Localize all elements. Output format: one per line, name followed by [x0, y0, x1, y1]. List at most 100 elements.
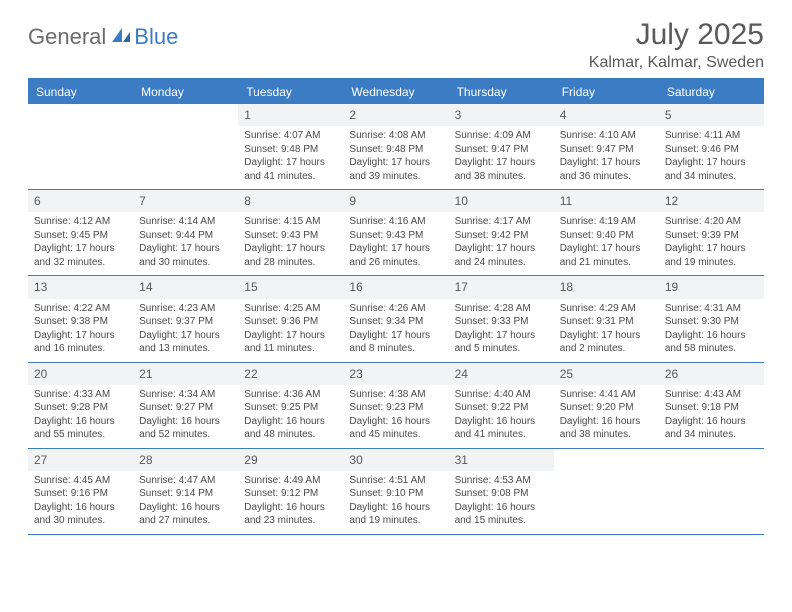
- day-number: 18: [554, 276, 659, 298]
- sunset-text: Sunset: 9:08 PM: [455, 487, 548, 501]
- day-cell: 21Sunrise: 4:34 AMSunset: 9:27 PMDayligh…: [133, 363, 238, 448]
- sunrise-text: Sunrise: 4:25 AM: [244, 302, 337, 316]
- day-cell: 27Sunrise: 4:45 AMSunset: 9:16 PMDayligh…: [28, 449, 133, 534]
- daylight-text: Daylight: 16 hours and 15 minutes.: [455, 501, 548, 528]
- day-cell: 24Sunrise: 4:40 AMSunset: 9:22 PMDayligh…: [449, 363, 554, 448]
- sunset-text: Sunset: 9:12 PM: [244, 487, 337, 501]
- daylight-text: Daylight: 17 hours and 2 minutes.: [560, 329, 653, 356]
- sunrise-text: Sunrise: 4:34 AM: [139, 388, 232, 402]
- sunset-text: Sunset: 9:47 PM: [560, 143, 653, 157]
- sunset-text: Sunset: 9:39 PM: [665, 229, 758, 243]
- day-number: 6: [28, 190, 133, 212]
- sunrise-text: Sunrise: 4:10 AM: [560, 129, 653, 143]
- sunrise-text: Sunrise: 4:47 AM: [139, 474, 232, 488]
- day-cell: 15Sunrise: 4:25 AMSunset: 9:36 PMDayligh…: [238, 276, 343, 361]
- calendar-grid: Sunday Monday Tuesday Wednesday Thursday…: [28, 80, 764, 535]
- sunset-text: Sunset: 9:43 PM: [349, 229, 442, 243]
- sunset-text: Sunset: 9:46 PM: [665, 143, 758, 157]
- daylight-text: Daylight: 17 hours and 11 minutes.: [244, 329, 337, 356]
- day-cell: 1Sunrise: 4:07 AMSunset: 9:48 PMDaylight…: [238, 104, 343, 189]
- day-cell: 10Sunrise: 4:17 AMSunset: 9:42 PMDayligh…: [449, 190, 554, 275]
- day-cell: 6Sunrise: 4:12 AMSunset: 9:45 PMDaylight…: [28, 190, 133, 275]
- day-number: 2: [343, 104, 448, 126]
- day-number: 28: [133, 449, 238, 471]
- day-cell: 18Sunrise: 4:29 AMSunset: 9:31 PMDayligh…: [554, 276, 659, 361]
- sunrise-text: Sunrise: 4:14 AM: [139, 215, 232, 229]
- day-cell: 31Sunrise: 4:53 AMSunset: 9:08 PMDayligh…: [449, 449, 554, 534]
- daylight-text: Daylight: 16 hours and 19 minutes.: [349, 501, 442, 528]
- day-cell: 30Sunrise: 4:51 AMSunset: 9:10 PMDayligh…: [343, 449, 448, 534]
- week-row: 20Sunrise: 4:33 AMSunset: 9:28 PMDayligh…: [28, 363, 764, 449]
- sunrise-text: Sunrise: 4:51 AM: [349, 474, 442, 488]
- day-cell: 17Sunrise: 4:28 AMSunset: 9:33 PMDayligh…: [449, 276, 554, 361]
- sunset-text: Sunset: 9:14 PM: [139, 487, 232, 501]
- daylight-text: Daylight: 17 hours and 26 minutes.: [349, 242, 442, 269]
- sunset-text: Sunset: 9:34 PM: [349, 315, 442, 329]
- calendar-page: General Blue July 2025 Kalmar, Kalmar, S…: [0, 0, 792, 545]
- day-number: 26: [659, 363, 764, 385]
- sunrise-text: Sunrise: 4:45 AM: [34, 474, 127, 488]
- day-cell: 4Sunrise: 4:10 AMSunset: 9:47 PMDaylight…: [554, 104, 659, 189]
- day-number: 31: [449, 449, 554, 471]
- daylight-text: Daylight: 17 hours and 16 minutes.: [34, 329, 127, 356]
- sunset-text: Sunset: 9:38 PM: [34, 315, 127, 329]
- weekday-tue: Tuesday: [238, 80, 343, 104]
- day-number: 12: [659, 190, 764, 212]
- sunrise-text: Sunrise: 4:26 AM: [349, 302, 442, 316]
- day-number: 11: [554, 190, 659, 212]
- sunset-text: Sunset: 9:48 PM: [349, 143, 442, 157]
- daylight-text: Daylight: 16 hours and 27 minutes.: [139, 501, 232, 528]
- day-cell: 16Sunrise: 4:26 AMSunset: 9:34 PMDayligh…: [343, 276, 448, 361]
- sail-icon: [110, 26, 132, 49]
- daylight-text: Daylight: 17 hours and 30 minutes.: [139, 242, 232, 269]
- day-number: 4: [554, 104, 659, 126]
- weekday-thu: Thursday: [449, 80, 554, 104]
- daylight-text: Daylight: 17 hours and 24 minutes.: [455, 242, 548, 269]
- daylight-text: Daylight: 17 hours and 13 minutes.: [139, 329, 232, 356]
- day-cell: 8Sunrise: 4:15 AMSunset: 9:43 PMDaylight…: [238, 190, 343, 275]
- sunrise-text: Sunrise: 4:28 AM: [455, 302, 548, 316]
- day-cell: [554, 449, 659, 534]
- weeks-container: 1Sunrise: 4:07 AMSunset: 9:48 PMDaylight…: [28, 104, 764, 535]
- day-number: 19: [659, 276, 764, 298]
- daylight-text: Daylight: 16 hours and 38 minutes.: [560, 415, 653, 442]
- sunrise-text: Sunrise: 4:15 AM: [244, 215, 337, 229]
- day-number: 1: [238, 104, 343, 126]
- sunrise-text: Sunrise: 4:08 AM: [349, 129, 442, 143]
- day-cell: 9 Sunrise: 4:16 AMSunset: 9:43 PMDaylight…: [343, 190, 448, 275]
- sunset-text: Sunset: 9:18 PM: [665, 401, 758, 415]
- day-cell: 22Sunrise: 4:36 AMSunset: 9:25 PMDayligh…: [238, 363, 343, 448]
- day-cell: 23Sunrise: 4:38 AMSunset: 9:23 PMDayligh…: [343, 363, 448, 448]
- sunrise-text: Sunrise: 4:38 AM: [349, 388, 442, 402]
- day-number: 20: [28, 363, 133, 385]
- daylight-text: Daylight: 17 hours and 19 minutes.: [665, 242, 758, 269]
- day-number: 13: [28, 276, 133, 298]
- weekday-wed: Wednesday: [343, 80, 448, 104]
- sunrise-text: Sunrise: 4:16 AM: [349, 215, 442, 229]
- day-number: 3: [449, 104, 554, 126]
- day-cell: 2Sunrise: 4:08 AMSunset: 9:48 PMDaylight…: [343, 104, 448, 189]
- sunrise-text: Sunrise: 4:29 AM: [560, 302, 653, 316]
- sunset-text: Sunset: 9:47 PM: [455, 143, 548, 157]
- day-cell: 3Sunrise: 4:09 AMSunset: 9:47 PMDaylight…: [449, 104, 554, 189]
- week-row: 27Sunrise: 4:45 AMSunset: 9:16 PMDayligh…: [28, 449, 764, 535]
- sunrise-text: Sunrise: 4:11 AM: [665, 129, 758, 143]
- week-row: 6Sunrise: 4:12 AMSunset: 9:45 PMDaylight…: [28, 190, 764, 276]
- sunrise-text: Sunrise: 4:43 AM: [665, 388, 758, 402]
- sunrise-text: Sunrise: 4:36 AM: [244, 388, 337, 402]
- daylight-text: Daylight: 17 hours and 38 minutes.: [455, 156, 548, 183]
- day-number: 16: [343, 276, 448, 298]
- day-cell: 14Sunrise: 4:23 AMSunset: 9:37 PMDayligh…: [133, 276, 238, 361]
- day-cell: 12Sunrise: 4:20 AMSunset: 9:39 PMDayligh…: [659, 190, 764, 275]
- day-cell: 20Sunrise: 4:33 AMSunset: 9:28 PMDayligh…: [28, 363, 133, 448]
- day-cell: 25Sunrise: 4:41 AMSunset: 9:20 PMDayligh…: [554, 363, 659, 448]
- sunset-text: Sunset: 9:33 PM: [455, 315, 548, 329]
- day-cell: 29Sunrise: 4:49 AMSunset: 9:12 PMDayligh…: [238, 449, 343, 534]
- daylight-text: Daylight: 17 hours and 21 minutes.: [560, 242, 653, 269]
- sunset-text: Sunset: 9:37 PM: [139, 315, 232, 329]
- weekday-fri: Friday: [554, 80, 659, 104]
- month-title: July 2025: [589, 18, 764, 52]
- sunset-text: Sunset: 9:23 PM: [349, 401, 442, 415]
- day-number: 9: [343, 190, 448, 212]
- sunset-text: Sunset: 9:25 PM: [244, 401, 337, 415]
